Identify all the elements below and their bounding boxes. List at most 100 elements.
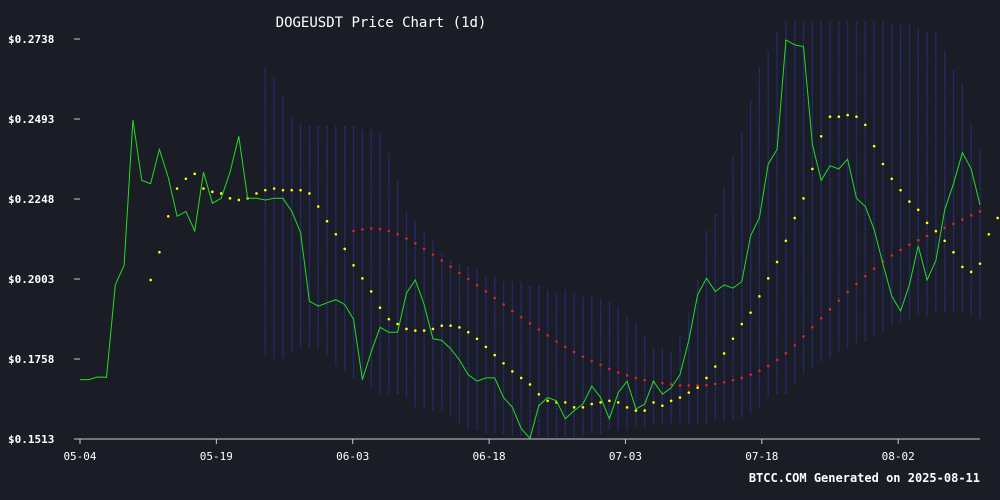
ema-short-point [405, 327, 408, 331]
chart-title: DOGEUSDT Price Chart (1d) [276, 15, 487, 31]
ema-short-point [263, 188, 267, 192]
ema-short-point [996, 216, 999, 220]
ema-short-point [537, 392, 541, 396]
ema-long-point [519, 315, 523, 319]
ema-long-point [687, 384, 691, 387]
ema-long-point [740, 376, 744, 380]
x-tick-label: 05-19 [200, 450, 233, 463]
ema-short-point [925, 221, 929, 225]
ema-long-point [731, 378, 735, 382]
ema-short-layer [149, 113, 999, 412]
ema-short-point [731, 337, 735, 341]
ema-long-point [555, 340, 558, 343]
ema-short-point [449, 324, 452, 327]
ema-short-point [378, 306, 382, 310]
ema-long-point [537, 328, 541, 331]
ema-short-point [334, 232, 338, 236]
y-tick-label: $0.1513 [8, 433, 54, 446]
price-series-line [80, 39, 981, 440]
ema-long-point [811, 326, 814, 329]
ema-long-point [396, 232, 399, 236]
ema-long-point [749, 373, 752, 376]
ema-short-point [846, 113, 849, 117]
ema-long-point [696, 384, 699, 387]
ema-short-point [899, 188, 902, 192]
ema-short-point [696, 386, 699, 390]
ema-short-point [890, 177, 894, 181]
ema-short-point [511, 370, 514, 373]
ema-short-point [837, 115, 841, 119]
ema-long-point [705, 383, 708, 387]
ema-short-point [758, 295, 761, 298]
ema-long-point [758, 369, 761, 373]
ema-short-point [766, 277, 770, 280]
ema-short-point [466, 330, 470, 334]
ema-long-point [828, 308, 832, 311]
x-tick-label: 07-18 [745, 450, 778, 463]
chart-footer: BTCC.COM Generated on 2025-08-11 [749, 471, 980, 485]
ema-short-point [166, 215, 170, 218]
ema-long-point [661, 381, 664, 385]
ema-long-point [872, 267, 876, 270]
ema-long-point [837, 299, 841, 302]
ema-short-point [599, 401, 602, 404]
ema-short-point [987, 232, 991, 236]
ema-long-point [546, 334, 549, 337]
y-tick-label: $0.2248 [8, 193, 54, 206]
ema-long-point [775, 358, 779, 362]
ema-long-point [855, 282, 858, 286]
ema-short-point [811, 167, 814, 171]
ema-short-point [934, 229, 938, 233]
ema-short-point [661, 404, 664, 407]
ema-short-point [272, 187, 276, 190]
ema-long-point [634, 376, 638, 380]
ema-short-point [484, 345, 488, 349]
ema-short-point [916, 208, 920, 212]
ema-long-point [925, 234, 929, 238]
ema-short-point [643, 409, 647, 412]
ema-short-point [255, 192, 258, 195]
ema-long-point [422, 247, 426, 251]
ema-short-point [422, 329, 426, 332]
ema-short-point [652, 401, 655, 404]
ema-short-point [316, 205, 320, 208]
ema-short-point [228, 197, 232, 200]
ema-short-point [502, 361, 505, 365]
ema-short-point [149, 278, 152, 282]
ema-short-point [193, 172, 197, 176]
ema-long-point [405, 237, 408, 240]
ema-long-point [440, 259, 444, 262]
ema-short-point [219, 192, 223, 195]
x-tick-label: 06-03 [336, 450, 369, 463]
ema-long-point [952, 222, 955, 226]
ema-long-point [458, 271, 461, 275]
ema-short-point [175, 187, 179, 190]
ema-short-point [440, 324, 444, 327]
ema-short-point [211, 190, 214, 194]
ema-long-point [361, 228, 364, 231]
ema-short-point [678, 396, 682, 399]
ema-long-point [466, 277, 470, 281]
ema-short-point [634, 409, 638, 412]
ema-short-point [749, 311, 752, 314]
ema-long-point [563, 345, 567, 349]
ema-short-point [493, 353, 497, 357]
ema-short-point [299, 188, 302, 192]
ema-short-point [952, 250, 955, 254]
ema-long-point [608, 367, 611, 371]
ema-short-point [237, 198, 241, 202]
ema-short-point [158, 250, 161, 254]
x-tick-label: 08-02 [882, 450, 915, 463]
ema-long-point [431, 253, 435, 256]
ema-short-point [802, 197, 805, 200]
ema-short-point [528, 383, 532, 386]
ema-short-point [608, 399, 611, 403]
ema-long-point [722, 380, 726, 384]
ema-short-point [943, 239, 947, 243]
ema-short-point [458, 326, 461, 329]
ema-short-point [308, 192, 311, 195]
ema-short-point [908, 200, 911, 203]
y-tick-label: $0.2493 [8, 113, 54, 126]
